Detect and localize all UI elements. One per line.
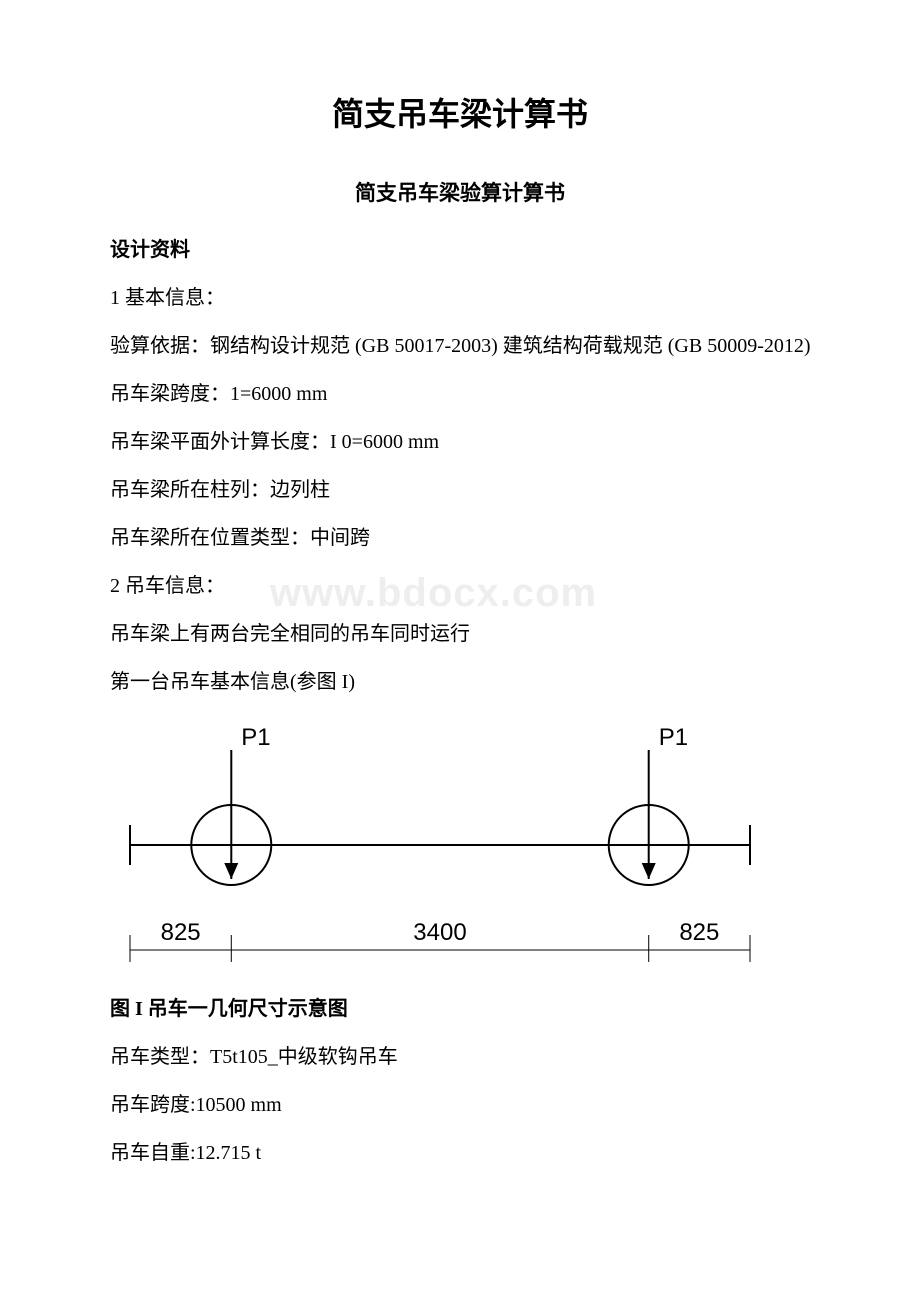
para-two-cranes: 吊车梁上有两台完全相同的吊车同时运行 [70,619,850,649]
para-column-row: 吊车梁所在柱列：边列柱 [70,475,850,505]
heading-basic-info: 1 基本信息： [70,283,850,313]
section-design-data: 设计资料 [70,235,850,265]
para-crane-type: 吊车类型：T5t105_中级软钩吊车 [70,1042,850,1072]
figure-caption: 图 I 吊车一几何尺寸示意图 [70,994,850,1024]
para-basis: 验算依据：钢结构设计规范 (GB 50017-2003) 建筑结构荷载规范 (G… [70,331,850,361]
watermark-text: www.bdocx.com [230,563,597,623]
svg-text:P1: P1 [241,724,270,751]
para-span: 吊车梁跨度：1=6000 mm [70,379,850,409]
doc-subtitle: 简支吊车梁验算计算书 [70,178,850,210]
heading-crane-info: www.bdocx.com 2 吊车信息： [70,571,850,601]
para-crane-span: 吊车跨度:10500 mm [70,1090,850,1120]
para-crane-weight: 吊车自重:12.715 t [70,1138,850,1168]
crane-diagram: P1 P1 825 3400 825 [110,715,850,984]
para-position-type: 吊车梁所在位置类型：中间跨 [70,523,850,553]
svg-text:P1: P1 [659,724,688,751]
para-outplane-length: 吊车梁平面外计算长度：I 0=6000 mm [70,427,850,457]
para-first-crane: 第一台吊车基本信息(参图 I) [70,667,850,697]
svg-text:3400: 3400 [413,919,466,946]
doc-title: 简支吊车梁计算书 [70,90,850,138]
svg-text:825: 825 [161,919,201,946]
svg-text:825: 825 [679,919,719,946]
